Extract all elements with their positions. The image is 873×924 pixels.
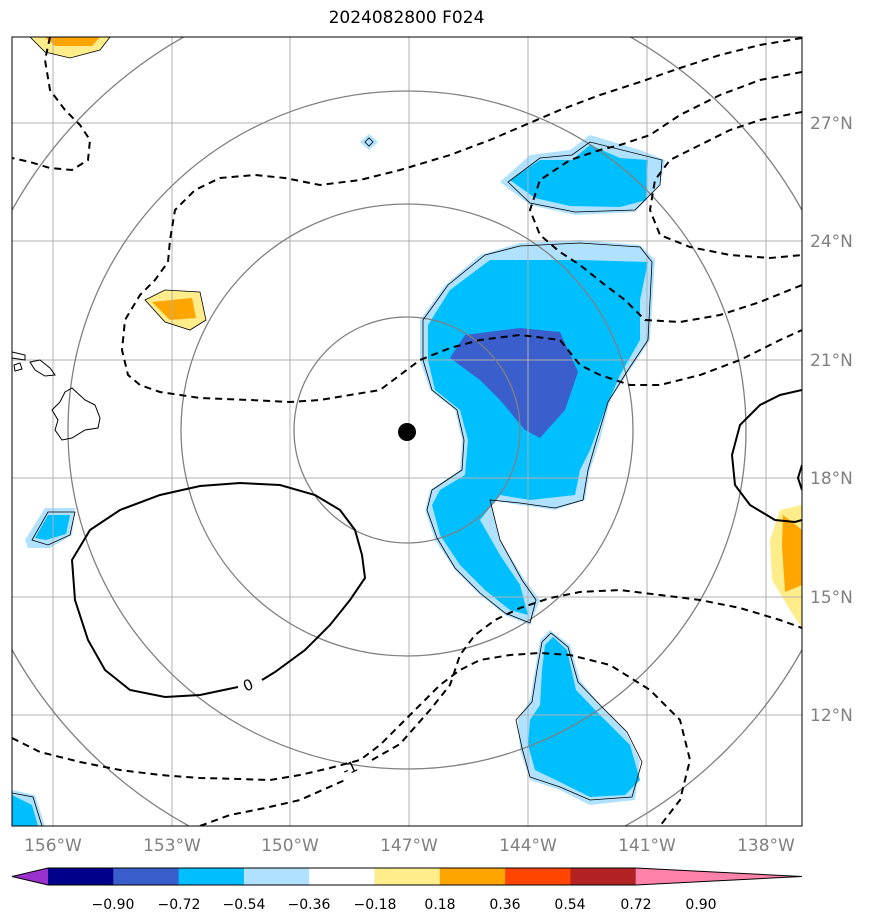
- negative-anomaly-area: [428, 260, 648, 615]
- colorbar-tick-label: −0.54: [223, 897, 266, 913]
- colorbar-segment: [309, 868, 375, 885]
- colorbar-segment: [439, 868, 506, 885]
- colorbar-tick-label: −0.18: [354, 897, 397, 913]
- anomaly-fill-layer: [12, 37, 802, 826]
- colorbar-tick-label: −0.36: [288, 897, 331, 913]
- colorbar-segment: [178, 868, 245, 885]
- chart-title: 2024082800 F024: [328, 8, 485, 28]
- contour-label-zero: 0: [240, 675, 256, 695]
- longitude-labels: 156°W 153°W 150°W 147°W 144°W 141°W 138°…: [24, 836, 795, 856]
- colorbar-tick-label: −0.90: [92, 897, 135, 913]
- range-rings: [12, 37, 802, 826]
- lon-label-144w: 144°W: [499, 836, 557, 856]
- colorbar-tick-label: 0.72: [620, 897, 651, 913]
- lat-label-15n: 15°N: [810, 588, 853, 608]
- colorbar-segment: [243, 868, 310, 885]
- coastlines: [12, 351, 101, 441]
- negative-anomaly-area: [450, 328, 578, 438]
- lon-label-138w: 138°W: [737, 836, 795, 856]
- colorbar-tick-label: −0.72: [158, 897, 201, 913]
- storm-center-marker: [398, 423, 416, 441]
- colorbar-tick-label: 0.90: [685, 897, 716, 913]
- colorbar-arrow-low: [12, 868, 48, 885]
- colorbar-tick-label: 0.54: [554, 897, 585, 913]
- lat-label-24n: 24°N: [810, 232, 853, 252]
- negative-anomaly-area: [360, 134, 378, 150]
- colorbar-outline: [11, 867, 803, 886]
- colorbar-segment: [505, 868, 571, 885]
- colorbar: [11, 867, 803, 886]
- colorbar-segment: [570, 868, 637, 885]
- dashed-contours: [12, 37, 802, 826]
- colorbar-tick-label: 0.36: [489, 897, 520, 913]
- graticule: [12, 37, 802, 826]
- lat-label-27n: 27°N: [810, 114, 853, 134]
- lon-label-156w: 156°W: [24, 836, 82, 856]
- colorbar-labels: −0.90 −0.72 −0.54 −0.36 −0.18 0.18 0.36 …: [92, 897, 717, 913]
- lon-label-141w: 141°W: [618, 836, 676, 856]
- lon-label-147w: 147°W: [380, 836, 438, 856]
- colorbar-tick-label: 0.18: [424, 897, 455, 913]
- lat-label-18n: 18°N: [810, 469, 853, 489]
- negative-anomaly-area: [528, 637, 640, 797]
- positive-anomaly-area: [152, 298, 196, 320]
- lon-label-150w: 150°W: [261, 836, 319, 856]
- colorbar-segment: [374, 868, 441, 885]
- latitude-labels: 27°N 24°N 21°N 18°N 15°N 12°N: [810, 114, 853, 726]
- lat-label-12n: 12°N: [810, 706, 853, 726]
- positive-anomaly-area: [782, 515, 802, 592]
- contour-label-minus-one: -1: [339, 757, 360, 780]
- positive-anomaly-area: [45, 37, 100, 46]
- plot-frame: [11, 36, 803, 827]
- lon-label-153w: 153°W: [143, 836, 201, 856]
- colorbar-segment: [48, 868, 114, 885]
- zero-contours: [70, 389, 802, 699]
- negative-anomaly-area: [12, 795, 38, 826]
- anomaly-outlines: [12, 37, 663, 826]
- lat-label-21n: 21°N: [810, 351, 853, 371]
- colorbar-arrow-high: [635, 868, 802, 885]
- colorbar-segment: [113, 868, 180, 885]
